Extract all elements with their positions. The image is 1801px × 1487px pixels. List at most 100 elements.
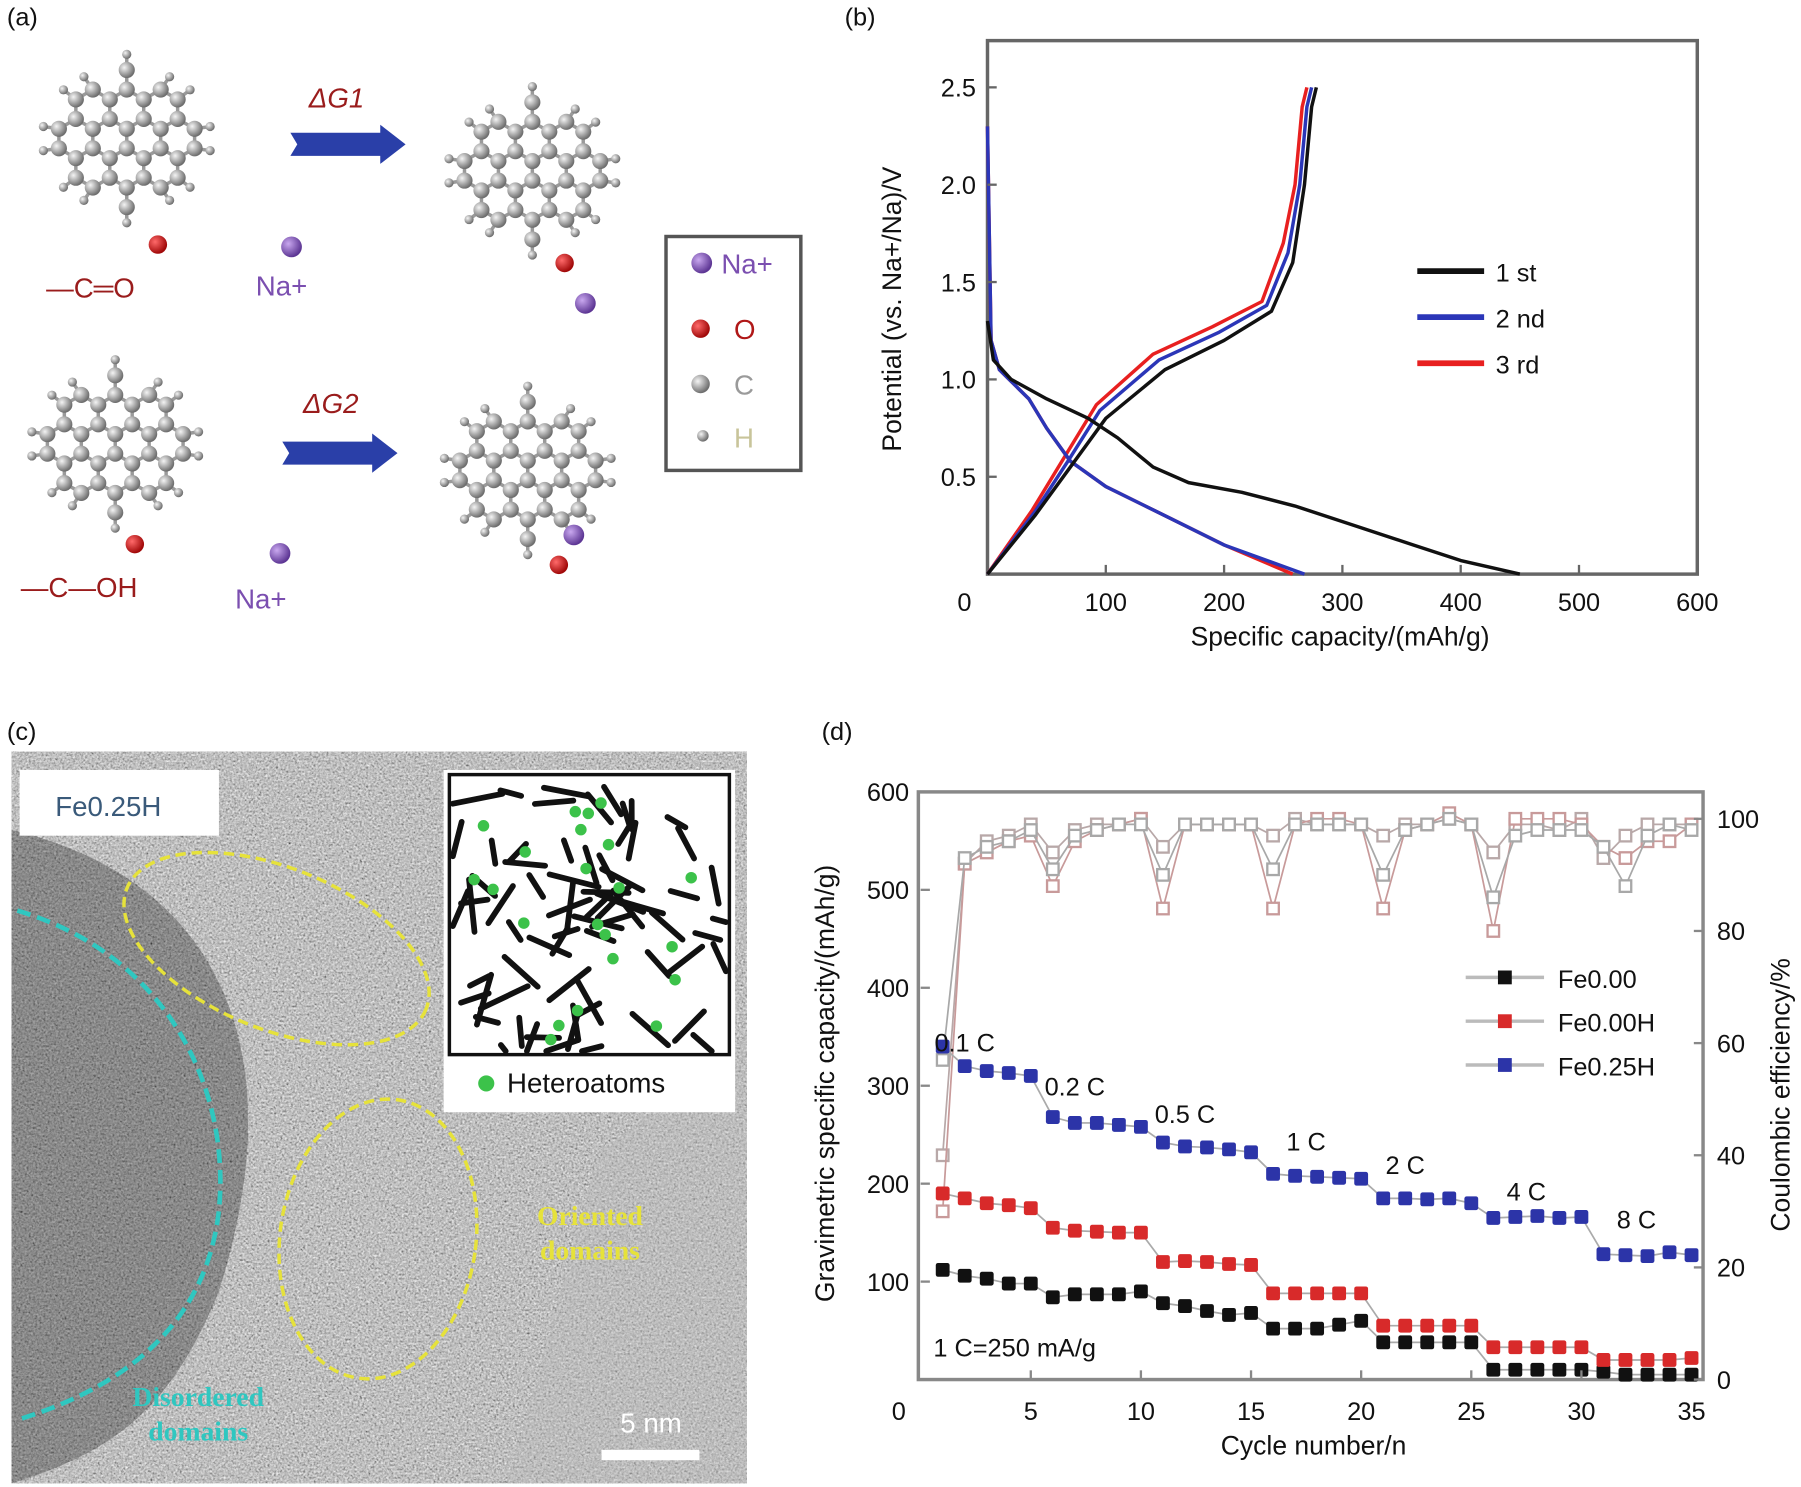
plot-frame [985,38,1700,576]
capacity-point-Fe0.00 [1089,1287,1104,1302]
molecules [27,49,621,575]
y2-axis-label: Coulombic efficiency/% [1765,958,1795,1231]
capacity-point-Fe0.25H [1530,1209,1545,1223]
carbon-atom [90,416,107,433]
ce-point-Fe0.00H [1156,901,1170,916]
carbon-atom [570,481,587,499]
legend-h: H [734,422,754,453]
ce-point-Fe0.00 [935,1148,950,1163]
heteroatom-dot-icon [478,1075,495,1092]
carbon-atom [451,452,468,469]
hydrogen-atom [611,178,621,188]
hydrogen-atom [484,104,495,114]
carbon-atom [473,143,490,160]
ce-point-Fe0.25H [1332,817,1347,832]
hydrogen-atom [173,488,184,498]
graphitic-layer [625,819,639,862]
oxygen-atom [549,555,569,575]
heteroatom-dot [580,862,592,875]
graphitic-layer [664,943,706,977]
heteroatom-dot [518,917,530,929]
ce-point-Fe0.25H [1442,811,1457,826]
carbon-atom [456,152,473,170]
hydrogen-atom [444,178,454,188]
carbon-atom [485,511,502,528]
carbon-atom [56,416,73,433]
ce-point-Fe0.25H [1178,817,1192,832]
carbon-atom [169,150,186,167]
graphitic-layer [543,1037,582,1055]
carbon-atom [73,386,90,404]
carbon-atom [152,120,169,137]
capacity-point-Fe0.25H [1552,1211,1567,1225]
capacity-point-Fe0.00H [1640,1353,1655,1367]
oxygen-atom [125,534,145,554]
capacity-point-Fe0.00H [1200,1255,1214,1269]
ce-point-Fe0.25H [1089,823,1104,837]
ce-point-Fe0.25H [1222,817,1236,832]
hydrogen-atom [185,85,195,95]
carbon-atom [101,169,118,186]
ce-point-Fe0.25H [1508,828,1523,843]
carbon-atom [473,182,490,199]
graphitic-layer [594,882,634,921]
capacity-point-Fe0.00 [935,1262,950,1277]
graphitic-layer [516,1014,525,1049]
capacity-point-Fe0.00 [1133,1284,1148,1299]
carbon-atom [56,396,73,413]
carbon-atom [84,179,101,196]
carbon-atom [118,61,135,79]
carbon-atom [39,445,56,462]
ce-point-Fe0.25H [1530,823,1545,837]
carbon-atom [524,152,541,170]
y-tick-label: 0.5 [941,464,976,492]
capacity-point-Fe0.00H [1111,1225,1126,1240]
ce-point-Fe0.25H [1133,817,1148,832]
graphitic-layer [692,930,724,943]
carbon-atom [56,475,73,492]
carbon-atom [107,484,124,501]
graphitic-layer [601,783,624,818]
capacity-point-Fe0.00H [1662,1353,1677,1367]
hydrogen-atom [591,117,601,127]
capacity-point-Fe0.00 [1178,1299,1192,1314]
capacity-point-Fe0.00H [1442,1318,1457,1333]
heteroatom-dot [591,918,604,931]
x-tick-label: 20 [1347,1398,1375,1426]
capacity-point-Fe0.25H [1618,1248,1633,1263]
ce-point-Fe0.25H [1111,817,1126,832]
capacity-point-Fe0.00 [1288,1321,1303,1336]
heteroatom-dot [575,823,587,836]
capacity-point-Fe0.00H [1222,1257,1236,1271]
heteroatom-dot [545,1033,557,1046]
y-tick-label: 500 [867,877,909,905]
carbon-atom [575,123,592,140]
hydrogen-atom [439,453,449,463]
capacity-point-Fe0.25H [1310,1169,1325,1184]
carbon-atom [118,120,135,137]
ce-point-Fe0.25H [1244,817,1258,832]
capacity-point-Fe0.25H [1684,1248,1699,1263]
capacity-point-Fe0.25H [1156,1135,1170,1150]
capacity-point-Fe0.25H [1574,1210,1589,1224]
x-tick-label: 35 [1677,1398,1705,1426]
capacity-point-Fe0.00H [1178,1254,1192,1268]
capacity-point-Fe0.00H [1288,1286,1303,1301]
ce-point-Fe0.00 [1486,845,1501,860]
x-tick-label: 500 [1558,589,1600,617]
capacity-point-Fe0.25H [1332,1170,1347,1185]
capacity-point-Fe0.00H [935,1186,950,1201]
x-tick-label: 300 [1321,589,1363,617]
graphitic-layer [582,844,600,886]
sodium-ion-label-2: Na+ [235,584,286,615]
ce-point-Fe0.00H [1552,811,1567,826]
carbon-atom [553,472,570,489]
carbon-atom [135,110,152,128]
graphitic-layer [498,1042,509,1055]
ce-point-Fe0.25H [935,1053,950,1067]
carbon-atom [536,423,553,440]
panel-label-c: (c) [7,718,37,746]
x-tick-label: 5 [1024,1398,1038,1426]
series-line-2nd-discharge [985,126,1306,576]
y-tick-label: 400 [867,975,909,1003]
